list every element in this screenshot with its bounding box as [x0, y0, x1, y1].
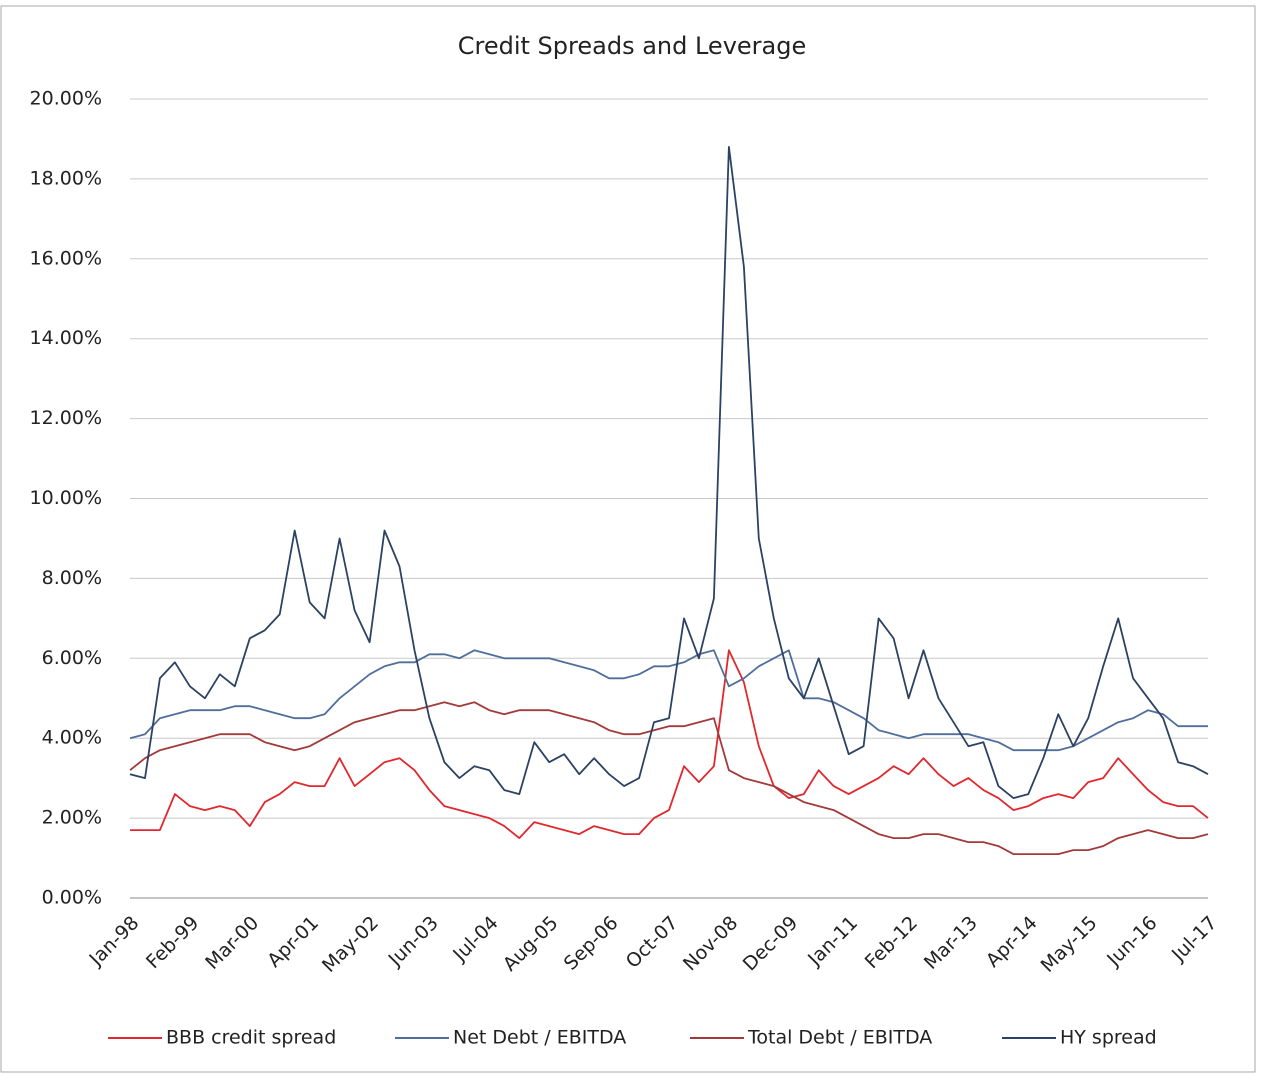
y-tick-label: 14.00%: [30, 327, 102, 349]
legend-label: BBB credit spread: [166, 1027, 336, 1049]
line-series: [129, 701, 1209, 855]
line-series: [129, 649, 1208, 752]
chart-frame: [0, 5, 1256, 1073]
y-tick-label: 20.00%: [30, 88, 102, 110]
y-tick-label: 12.00%: [30, 407, 102, 429]
y-tick-label: 10.00%: [30, 487, 102, 509]
y-tick-label: 4.00%: [42, 727, 102, 749]
y-tick-label: 8.00%: [42, 567, 102, 589]
legend-label: HY spread: [1060, 1027, 1157, 1049]
line-series: [129, 146, 1209, 799]
line-series: [130, 649, 1209, 839]
legend-label: Total Debt / EBITDA: [747, 1027, 932, 1049]
y-tick-label: 0.00%: [42, 887, 102, 909]
y-tick-label: 2.00%: [42, 807, 102, 829]
y-tick-label: 16.00%: [30, 247, 102, 269]
legend-label: Net Debt / EBITDA: [453, 1027, 626, 1049]
chart-title: Credit Spreads and Leverage: [458, 32, 807, 60]
y-tick-label: 6.00%: [42, 647, 102, 669]
y-tick-label: 18.00%: [30, 167, 102, 189]
